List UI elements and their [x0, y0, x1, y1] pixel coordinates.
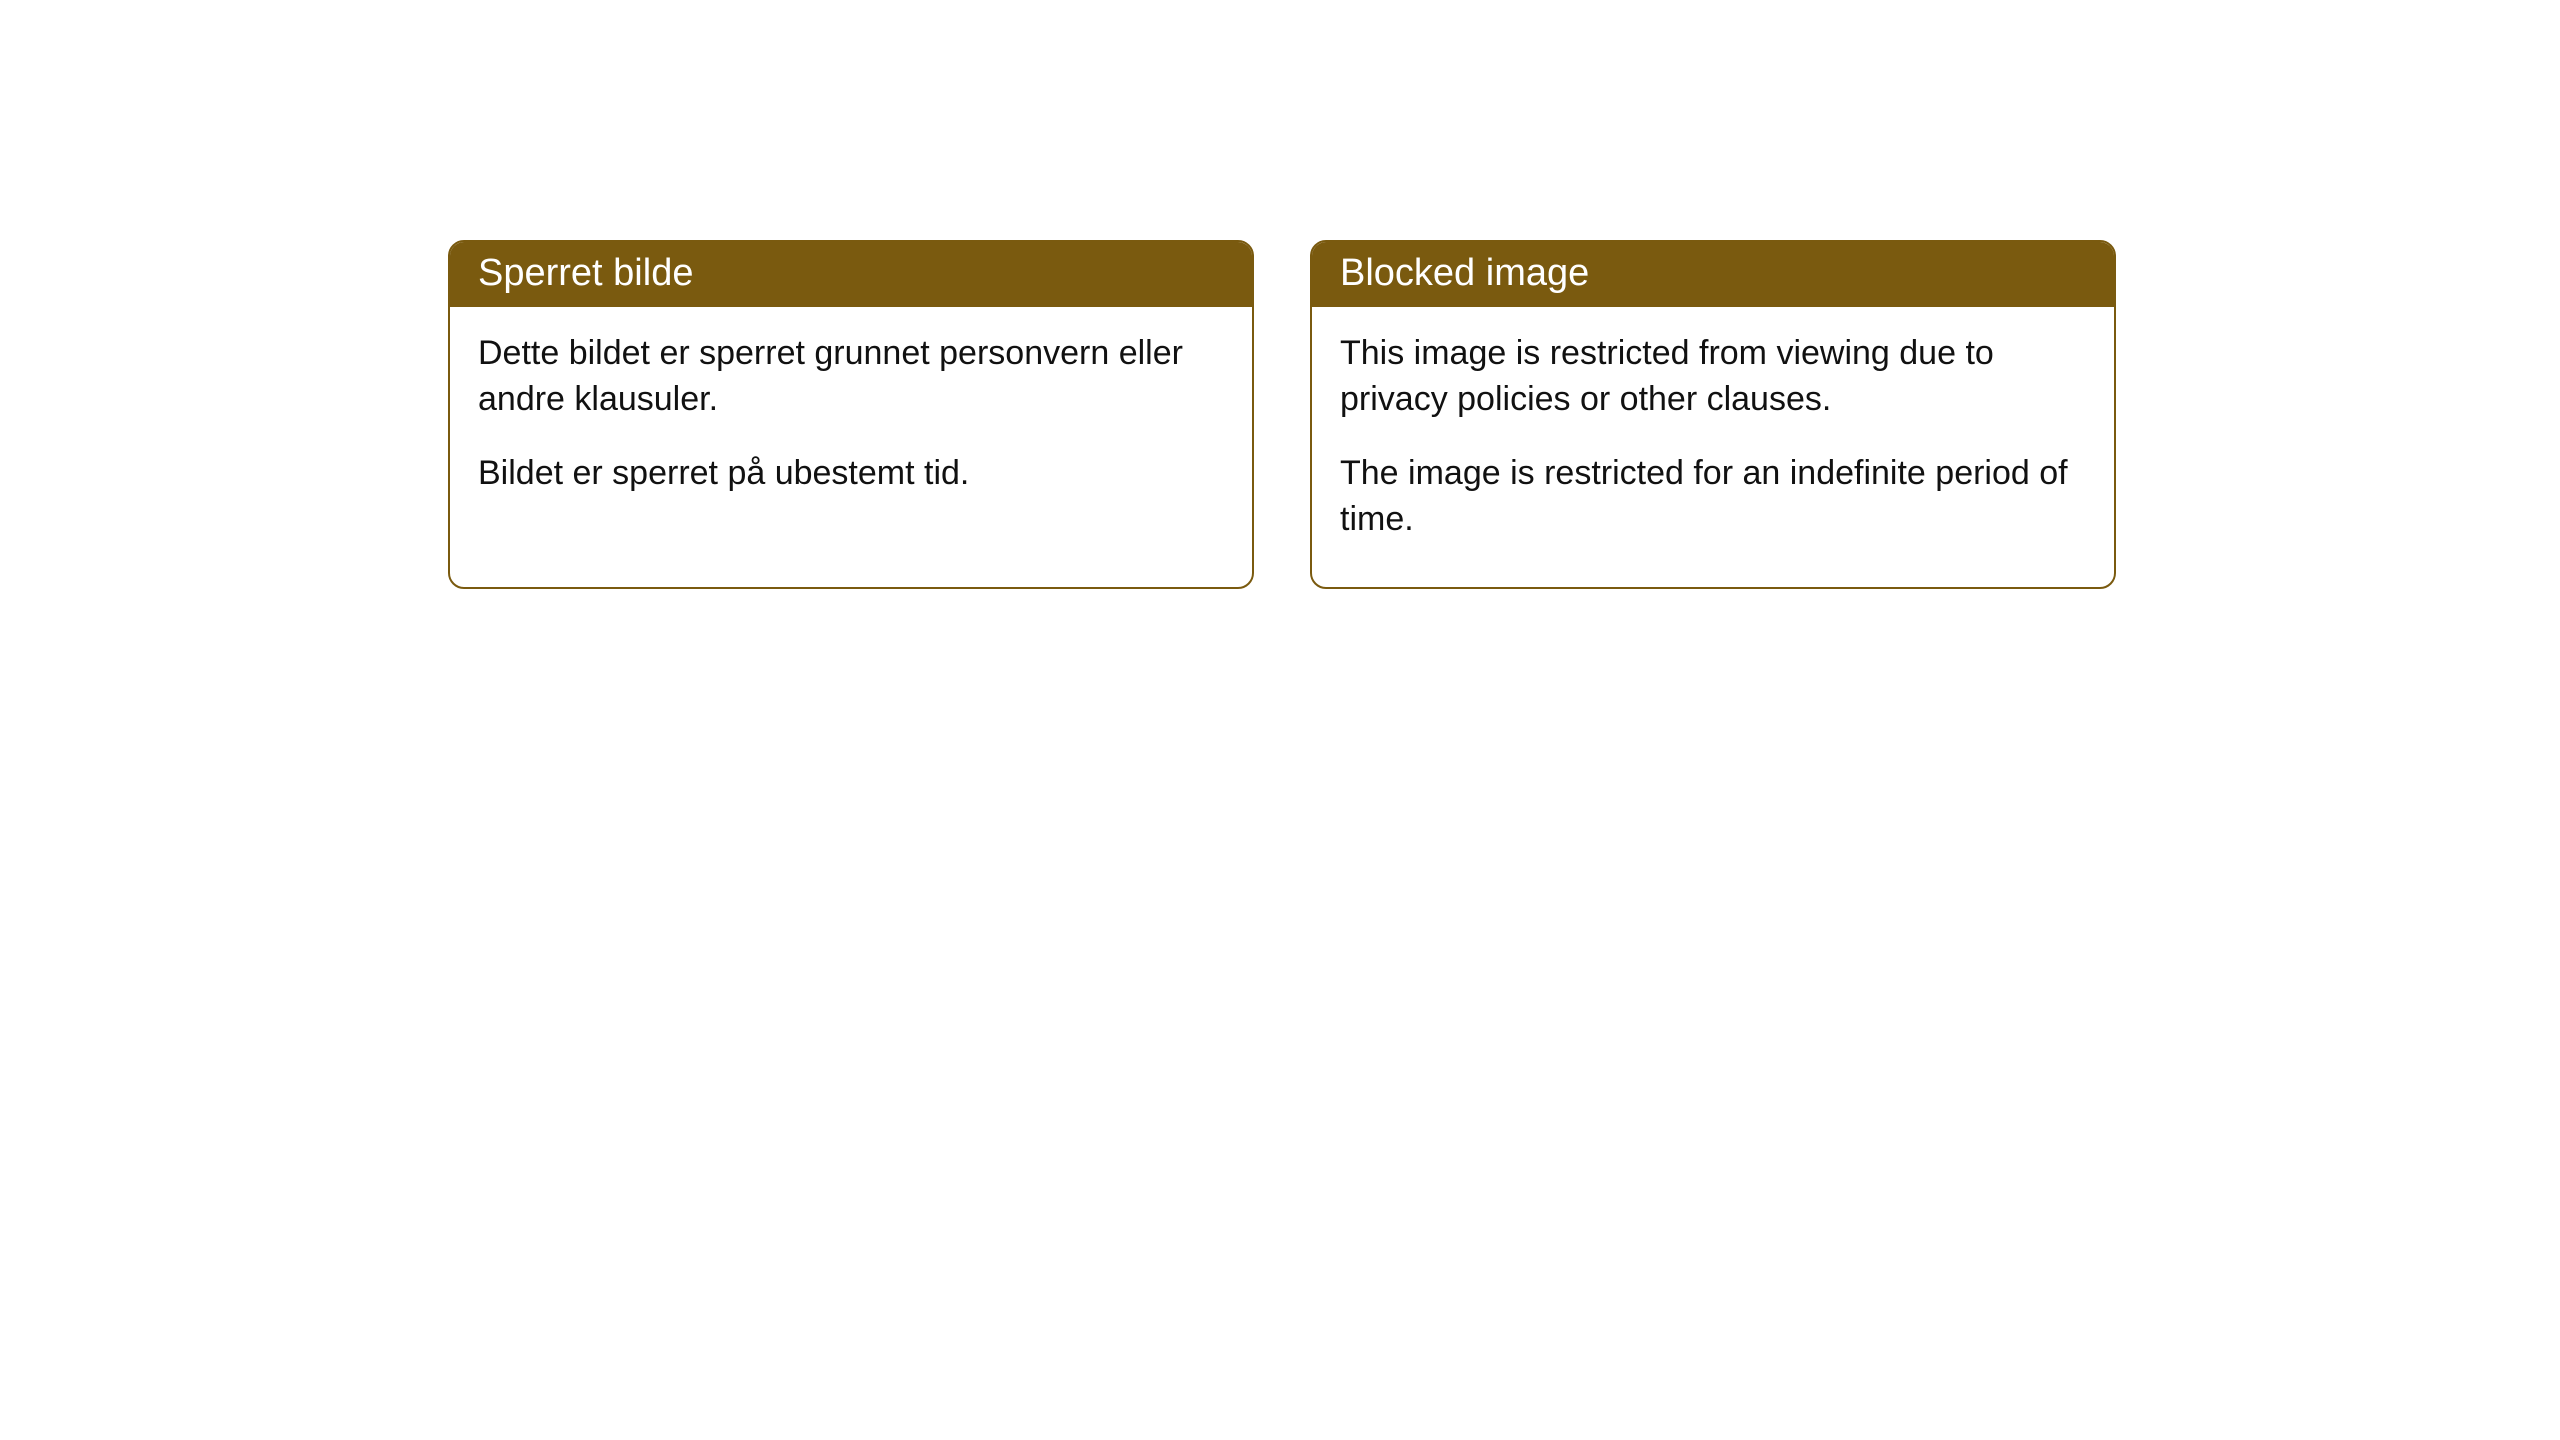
notice-paragraph: This image is restricted from viewing du… [1340, 331, 2086, 423]
notice-card-english: Blocked image This image is restricted f… [1310, 240, 2116, 589]
notice-header: Sperret bilde [450, 242, 1252, 307]
notice-body: This image is restricted from viewing du… [1312, 307, 2114, 587]
notice-body: Dette bildet er sperret grunnet personve… [450, 307, 1252, 541]
notice-container: Sperret bilde Dette bildet er sperret gr… [448, 240, 2116, 589]
notice-card-norwegian: Sperret bilde Dette bildet er sperret gr… [448, 240, 1254, 589]
notice-header: Blocked image [1312, 242, 2114, 307]
notice-paragraph: The image is restricted for an indefinit… [1340, 451, 2086, 543]
notice-paragraph: Dette bildet er sperret grunnet personve… [478, 331, 1224, 423]
notice-paragraph: Bildet er sperret på ubestemt tid. [478, 451, 1224, 497]
